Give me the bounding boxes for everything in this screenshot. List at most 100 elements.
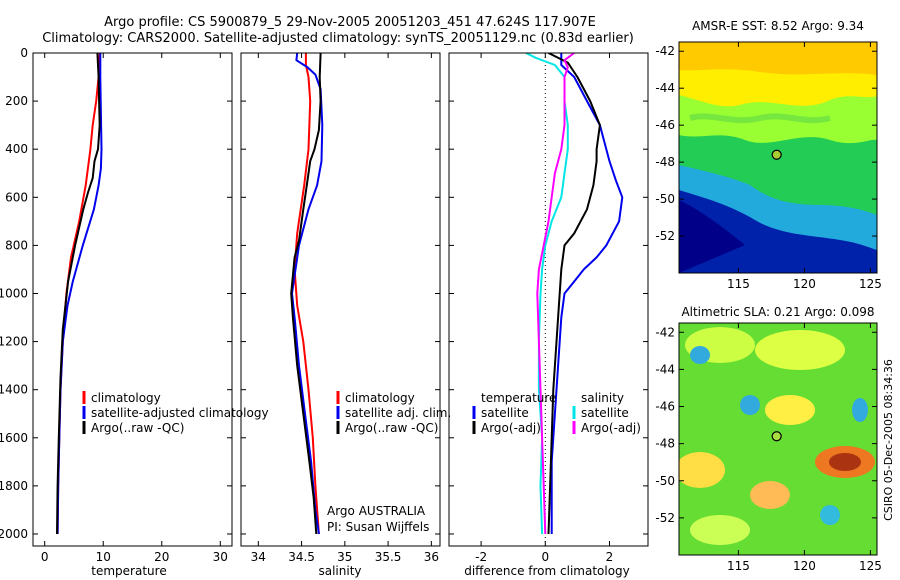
map-y-tick-label: -52 [655, 229, 675, 243]
sla-yellow-patch [679, 452, 725, 488]
legend-label-argo: Argo(..raw -QC) [91, 421, 184, 435]
salinity-x-label: salinity [318, 564, 361, 578]
legend-label-climatology: climatology [91, 391, 161, 405]
y-tick-label: 0 [20, 46, 28, 60]
difference-legend-salinity: salinity satellite Argo(-adj) [572, 391, 641, 435]
map-y-tick-label: -50 [655, 474, 675, 488]
pi-annotation: PI: Susan Wijffels [327, 520, 429, 534]
sst-map-title: AMSR-E SST: 8.52 Argo: 9.34 [692, 19, 864, 33]
sst-map-panel: AMSR-E SST: 8.52 Argo: 9.34 115 120 125 -42… [655, 19, 881, 291]
x-tick-label: 34 [251, 550, 266, 564]
difference-x-label: difference from climatology [464, 564, 630, 578]
difference-plot-frame [448, 52, 649, 547]
legend-title-salinity: salinity [581, 391, 624, 405]
x-tick-label: 2 [606, 550, 614, 564]
y-tick-label: 1000 [0, 286, 28, 300]
legend-label-sal-satellite: satellite [581, 406, 629, 420]
map-y-tick-label: -50 [655, 192, 675, 206]
series-line-difference-1 [547, 53, 601, 535]
series-line-salinity-1 [291, 53, 324, 535]
map-y-tick-label: -42 [655, 325, 675, 339]
sla-map-title: Altimetric SLA: 0.21 Argo: 0.098 [681, 305, 874, 319]
legend-label-temp-satellite: satellite [481, 406, 529, 420]
temperature-plot-frame [32, 52, 233, 547]
x-tick-label: 35.5 [375, 550, 402, 564]
sla-red-eddy-core [829, 453, 861, 471]
sst-map-field [679, 42, 877, 273]
temperature-axes: 0 10 20 30 0 200 400 600 800 1000 1200 1400 1600 1800… [0, 46, 232, 564]
salinity-axes: 34 34.5 35 35.5 36 [241, 52, 440, 564]
figure-title-line-1: Argo profile: CS 5900879_5 29-Nov-2005 2… [104, 15, 596, 30]
y-tick-label: 1400 [0, 383, 28, 397]
x-tick-label: 0 [41, 550, 49, 564]
sla-yellow-patch [765, 395, 815, 425]
sst-map-axes: 115 120 125 -42 -44 -46 -48 -50 -52 [655, 42, 882, 291]
difference-legend-temperature: temperature satellite Argo(-adj) [472, 391, 556, 435]
temperature-panel: 0 10 20 30 0 200 400 600 800 1000 1200 1400 1600 1800… [0, 46, 269, 578]
series-line-difference-3 [536, 53, 575, 535]
difference-axes: -2 0 2 [449, 52, 648, 564]
temperature-x-label: temperature [91, 564, 166, 578]
map-y-tick-label: -52 [655, 511, 675, 525]
sla-yellow-patch [690, 515, 750, 545]
sla-map-frame [678, 322, 878, 556]
salinity-panel: 34 34.5 35 35.5 36 salinity climatology sate… [240, 52, 451, 578]
legend-label-climatology: climatology [345, 391, 415, 405]
legend-label-satellite-adj: satellite adj. clim. [345, 406, 451, 420]
salinity-series-lines [290, 53, 324, 535]
x-tick-label: 0 [541, 550, 549, 564]
sla-yellow-patch [755, 330, 845, 370]
legend-label-argo: Argo(..raw -QC) [345, 421, 438, 435]
temperature-series-lines [56, 53, 103, 535]
series-line-temperature-2 [56, 53, 101, 535]
map-y-tick-label: -46 [655, 118, 675, 132]
sla-map-axes: 115 120 125 -42 -44 -46 -48 -50 -52 [655, 323, 882, 573]
map-x-tick-label: 120 [793, 559, 816, 573]
y-tick-label: 1800 [0, 479, 28, 493]
sla-argo-location-marker [771, 431, 782, 442]
map-y-tick-label: -44 [655, 362, 675, 376]
y-tick-label: 600 [5, 190, 28, 204]
sla-blue-eddy [740, 395, 760, 415]
x-tick-label: -2 [475, 550, 487, 564]
y-tick-label: 2000 [0, 527, 28, 541]
map-y-tick-label: -46 [655, 400, 675, 414]
y-tick-label: 800 [5, 238, 28, 252]
sst-front-texture [689, 113, 831, 124]
series-line-temperature-1 [56, 53, 103, 535]
series-line-difference-2 [525, 53, 569, 535]
sla-map-field [679, 323, 877, 555]
map-x-tick-label: 115 [727, 559, 750, 573]
legend-label-temp-argo: Argo(-adj) [481, 421, 541, 435]
y-tick-label: 400 [5, 142, 28, 156]
sla-blue-eddy [852, 398, 868, 422]
sst-map-frame [678, 41, 878, 274]
map-y-tick-label: -42 [655, 44, 675, 58]
map-x-tick-label: 115 [727, 277, 750, 291]
map-x-tick-label: 120 [793, 277, 816, 291]
map-x-tick-label: 125 [859, 277, 882, 291]
difference-series-lines [525, 53, 624, 546]
series-line-difference-0 [550, 53, 624, 534]
legend-label-satellite-adjusted: satellite-adjusted climatology [91, 406, 269, 420]
csiro-timestamp: CSIRO 05-Dec-2005 08:34:36 [882, 359, 895, 521]
sla-map-panel: Altimetric SLA: 0.21 Argo: 0.098 115 120 1… [655, 305, 881, 573]
x-tick-label: 20 [154, 550, 169, 564]
salinity-legend: climatology satellite adj. clim. Argo(..… [336, 391, 451, 435]
legend-title-temperature: temperature [481, 391, 556, 405]
map-x-tick-label: 125 [859, 559, 882, 573]
y-tick-label: 1200 [0, 335, 28, 349]
map-y-tick-label: -44 [655, 81, 675, 95]
x-tick-label: 36 [424, 550, 439, 564]
y-tick-label: 200 [5, 94, 28, 108]
argo-program-annotation: Argo AUSTRALIA [327, 504, 426, 518]
x-tick-label: 10 [96, 550, 111, 564]
sst-orange-band [679, 42, 877, 75]
series-line-salinity-2 [290, 53, 322, 535]
series-line-salinity-0 [293, 53, 320, 535]
sst-deep-blue-zone [679, 190, 877, 273]
sst-argo-location-marker [771, 149, 782, 160]
series-line-temperature-0 [56, 53, 101, 535]
x-tick-label: 30 [213, 550, 228, 564]
